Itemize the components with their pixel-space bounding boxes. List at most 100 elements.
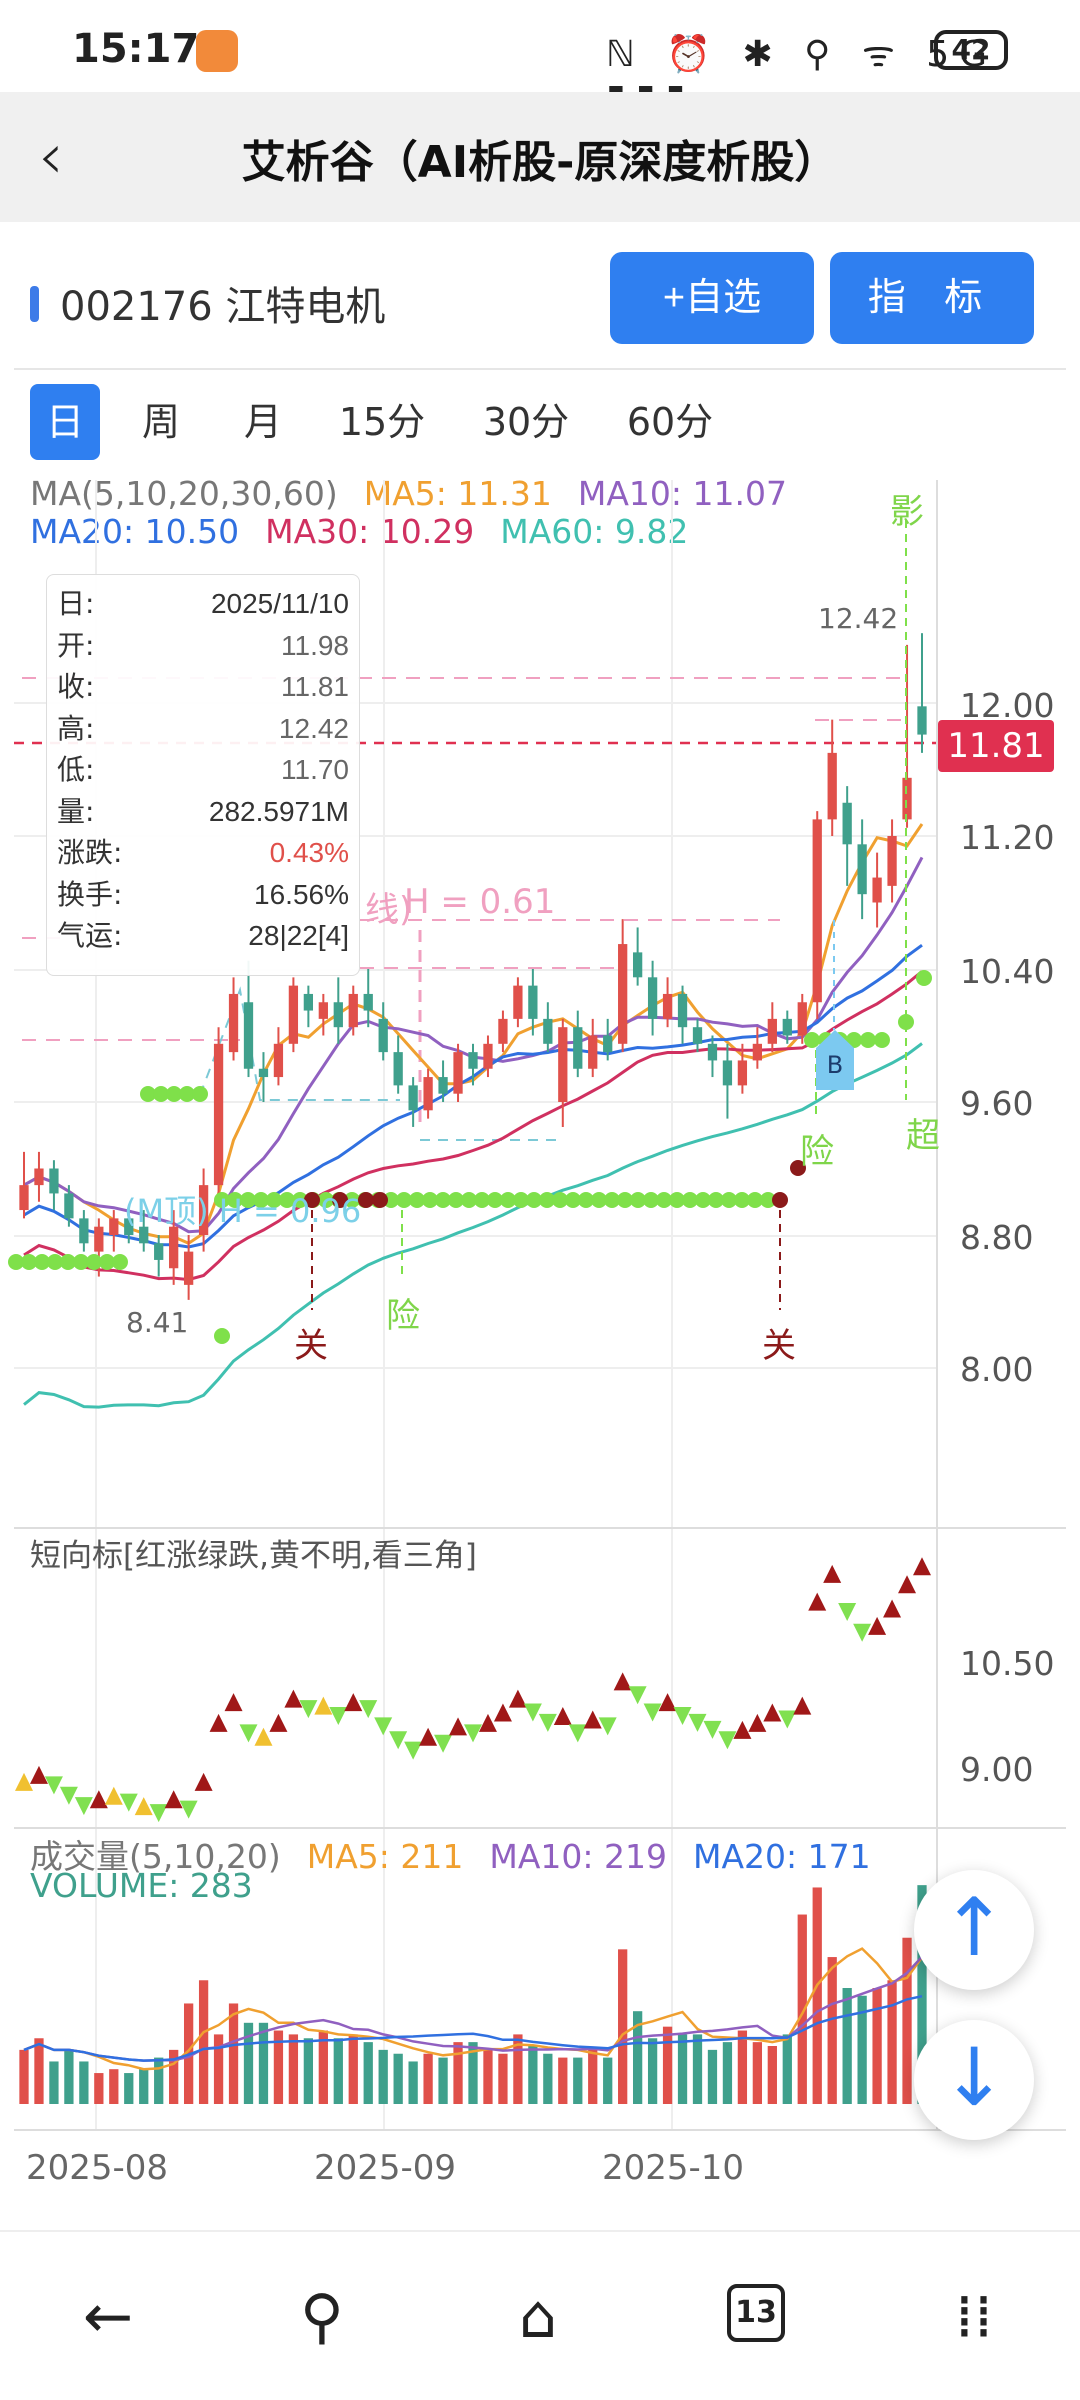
green-dot [846,1032,862,1048]
green-dot [409,1192,425,1208]
indicator-triangle [508,1689,527,1708]
nav-back-icon[interactable]: ← [82,2282,134,2352]
tab-30min[interactable]: 30分 [482,400,570,444]
candle-body [453,1052,463,1094]
indicator-button[interactable]: 指 标 [830,252,1034,344]
volume-bar [453,2042,463,2104]
tooltip-row: 日: 2025/11/10 [57,583,349,625]
x-axis-label: 2025-08 [26,2148,169,2188]
green-dot [279,1192,295,1208]
green-dot [435,1192,451,1208]
current-price-badge: 11.81 [938,720,1054,772]
stock-header: 002176 江特电机 +自选 指 标 [0,222,1080,368]
indicator-triangle [209,1713,228,1732]
candle-body [647,977,658,1019]
candle-body [258,1068,269,1078]
search-icon[interactable]: ⚲ [300,2282,344,2352]
candle-body [498,1018,508,1044]
h-value-label: H = 0.61 [404,882,556,922]
candle-body [827,752,837,820]
candle-body [692,1027,703,1044]
app-bar: ‹ 艾析谷（AI析股-原深度析股） [0,92,1080,222]
indicator-triangle [15,1772,33,1791]
indicator-triangle [179,1800,198,1819]
volume-bar [318,2030,328,2104]
more-icon[interactable]: ⁞⁞ [954,2282,994,2352]
price-tick: 9.60 [960,1084,1034,1123]
battery-icon: 42 [934,30,1008,70]
scroll-down-button[interactable]: ↓ [914,2020,1034,2140]
red-dot [372,1192,388,1208]
indicator-triangle [778,1710,797,1729]
volume-bar [34,2038,44,2104]
vol-ma5-label: MA5: 211 [306,1837,464,1876]
back-arrow-icon[interactable]: ‹ [38,120,64,194]
volume-ma-line-20 [23,1994,923,2062]
stock-marker [30,286,39,322]
tooltip-key: 气运: [57,919,123,952]
green-dot [860,1032,876,1048]
green-dot [383,1192,399,1208]
candle-body [213,1043,224,1186]
tooltip-row: 换手: 16.56% [57,874,349,916]
volume-bar [423,2053,433,2104]
volume-bar [917,1885,927,2104]
add-watchlist-button[interactable]: +自选 [610,252,814,344]
tooltip-value: 11.98 [281,629,349,661]
volume-bar [363,2042,373,2104]
indicator-triangle [628,1686,647,1705]
indicator-triangle [553,1707,572,1725]
ying-label: 影 [890,492,924,532]
candle-body [34,1168,44,1186]
tooltip-value: 12.42 [278,712,349,744]
candle-body [543,1018,553,1044]
candle-body [483,1043,493,1069]
green-dot [630,1192,646,1208]
green-dot [99,1254,115,1270]
tab-day[interactable]: 日 [30,384,100,460]
tab-week[interactable]: 周 [141,400,180,444]
guan-label: 关 [762,1326,796,1366]
tooltip-value: 282.5971M [208,795,349,827]
green-dot [747,1192,763,1208]
volume-bar [632,2011,643,2104]
candle-body [902,777,912,820]
indicator-triangle [718,1731,737,1750]
tab-60min[interactable]: 60分 [626,400,714,444]
tabs-count-icon[interactable]: 13 [727,2284,785,2342]
candle-body [468,1052,478,1069]
green-dot [734,1192,750,1208]
volume-ma-lines [23,1947,924,2071]
ma30-label: MA30: 10.29 [265,512,475,551]
indicator-triangle [314,1696,333,1715]
green-dot [487,1192,503,1208]
green-dot [604,1192,620,1208]
green-dot [227,1192,243,1208]
tab-month[interactable]: 月 [243,400,282,444]
green-dot [153,1086,169,1102]
candle-body [348,993,358,1028]
volume-bar [857,1995,867,2104]
volume-bar [588,2049,598,2104]
tooltip-value: 28|22[4] [248,920,349,951]
indicator-triangle [763,1703,782,1722]
candle-body [378,1018,388,1053]
indicator-triangle [868,1616,887,1635]
tooltip-row: 量: 282.5971M [57,791,349,833]
green-dot [898,1014,914,1030]
volume-bar [49,2061,59,2104]
xian-label: 险 [800,1132,834,1172]
scroll-up-button[interactable]: ↑ [914,1870,1034,1990]
green-dot [804,1032,820,1048]
indicator-triangle [104,1786,123,1805]
indicator-triangle [748,1713,767,1732]
home-icon[interactable]: ⌂ [518,2282,558,2352]
ma10-label: MA10: 11.07 [577,474,787,513]
signal-marks [8,520,932,1344]
tab-15min[interactable]: 15分 [338,400,426,444]
ma-legend-row1: MA(5,10,20,30,60) MA5: 11.31 MA10: 11.07 [30,474,813,513]
kline-chart[interactable] [0,0,1080,2230]
volume-bar [543,2053,553,2104]
green-dot [539,1192,555,1208]
stock-code-name: 002176 江特电机 [60,284,386,330]
